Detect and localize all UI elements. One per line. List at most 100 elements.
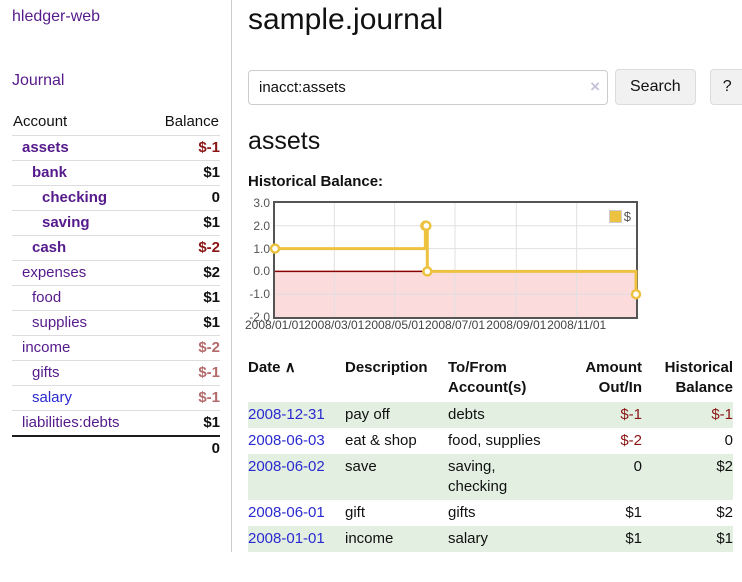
account-link-bank[interactable]: bank (32, 164, 68, 181)
account-balance: $-2 (198, 239, 220, 256)
chart-plot-area[interactable]: $ (269, 201, 642, 319)
clear-search-icon[interactable]: × (590, 76, 600, 96)
account-balance: 0 (211, 189, 220, 206)
account-row-cash: cash $-2 (12, 235, 220, 261)
chart-canvas (269, 203, 642, 317)
search-button[interactable]: Search (615, 69, 696, 105)
page-title: sample.journal (248, 3, 444, 36)
transaction-date-link[interactable]: 2008-12-31 (248, 406, 325, 423)
x-axis-tick-label: 2008/07/01 (424, 318, 486, 332)
y-axis-tick-label: -1.0 (249, 287, 270, 302)
transaction-balance: $1 (716, 530, 733, 547)
account-row-liabilities-debts: liabilities:debts $1 (12, 410, 220, 437)
y-axis-tick-label: 1.0 (253, 241, 270, 256)
register-header-balance: Historical Balance (664, 359, 733, 396)
accounts-header-balance: Balance (164, 113, 219, 130)
accounts-header-account: Account (13, 113, 68, 130)
account-balance: $1 (203, 289, 220, 306)
accounts-table: Account Balance assets $-1 bank $1 check… (12, 110, 220, 461)
register-header-date[interactable]: Date ∧ (248, 359, 296, 376)
x-axis-tick-label: 2008/03/01 (304, 318, 365, 332)
account-balance: $-2 (198, 339, 220, 356)
y-axis-tick-label: 0.0 (253, 264, 270, 279)
transaction-accounts: debts (448, 406, 485, 423)
transaction-amount: 0 (633, 458, 642, 475)
historical-balance-chart: $ 3.0 2.0 1.0 0.0 -1.0 -2.0 2008/01/01 2008/03/… (245, 194, 742, 336)
account-balance: $1 (203, 214, 220, 231)
transaction-description: save (345, 458, 377, 475)
account-row-gifts: gifts $-1 (12, 360, 220, 386)
search-form: × Search ? (248, 69, 742, 105)
transaction-date-link[interactable]: 2008-01-01 (248, 530, 325, 547)
chart-title: Historical Balance: (248, 173, 384, 190)
transaction-description: eat & shop (345, 432, 417, 449)
x-axis-tick-label: 2008/11/01 (547, 318, 607, 332)
transaction-description: pay off (345, 406, 390, 423)
account-link-expenses[interactable]: expenses (22, 264, 87, 281)
chart-legend: $ (607, 208, 632, 225)
x-axis-tick-label: 2008/01/01 (244, 318, 306, 332)
transaction-balance: 0 (724, 432, 733, 449)
account-link-saving[interactable]: saving (42, 214, 90, 231)
x-axis-tick-label: 2008/05/01 (364, 318, 425, 332)
sidebar-item-journal[interactable]: Journal (12, 72, 65, 89)
legend-swatch (608, 210, 622, 223)
transaction-accounts: saving, checking (448, 458, 508, 495)
register-row: 2008-06-02 save saving, checking 0 $2 (248, 454, 733, 500)
accounts-total-balance: 0 (211, 440, 220, 457)
transaction-amount: $-1 (620, 406, 642, 423)
account-row-bank: bank $1 (12, 160, 220, 186)
account-row-income: income $-2 (12, 335, 220, 361)
register-row: 2008-06-01 gift gifts $1 $2 (248, 500, 733, 526)
register-row: 2008-01-01 income salary $1 $1 (248, 526, 733, 552)
transaction-accounts: gifts (448, 504, 476, 521)
account-row-expenses: expenses $2 (12, 260, 220, 286)
transaction-description: gift (345, 504, 366, 521)
account-balance: $1 (203, 414, 220, 431)
transaction-date-link[interactable]: 2008-06-03 (248, 432, 325, 449)
account-row-food: food $1 (12, 285, 220, 311)
account-link-supplies[interactable]: supplies (32, 314, 88, 331)
transaction-date-link[interactable]: 2008-06-01 (248, 504, 325, 521)
account-heading: assets (248, 127, 321, 155)
transaction-amount: $1 (625, 504, 642, 521)
x-axis-tick-label: 2008/09/01 (486, 318, 547, 332)
register-row: 2008-12-31 pay off debts $-1 $-1 (248, 402, 733, 428)
account-balance: $1 (203, 164, 220, 181)
search-input[interactable] (248, 69, 608, 105)
account-link-income[interactable]: income (22, 339, 71, 356)
transaction-accounts: food, supplies (448, 432, 541, 449)
y-axis-tick-label: 2.0 (253, 218, 270, 233)
account-link-checking[interactable]: checking (42, 189, 108, 206)
account-link-salary[interactable]: salary (32, 389, 73, 406)
accounts-header-row: Account Balance (12, 110, 220, 136)
transaction-balance: $-1 (711, 406, 733, 423)
account-balance: $1 (203, 314, 220, 331)
register-row: 2008-06-03 eat & shop food, supplies $-2… (248, 428, 733, 454)
help-button[interactable]: ? (709, 69, 742, 105)
account-link-gifts[interactable]: gifts (32, 364, 60, 381)
transaction-description: income (345, 530, 394, 547)
account-link-cash[interactable]: cash (32, 239, 67, 256)
transaction-balance: $2 (716, 504, 733, 521)
account-row-checking: checking 0 (12, 185, 220, 211)
sort-asc-icon: ∧ (284, 359, 296, 376)
main-content: sample.journal × Search ? assets Histori… (232, 0, 742, 552)
page: hledger-web Journal Account Balance asse… (0, 0, 742, 552)
register-header-accounts: To/From Account(s) (448, 359, 527, 396)
account-balance: $2 (203, 264, 220, 281)
sidebar: hledger-web Journal Account Balance asse… (0, 0, 232, 552)
account-link-food[interactable]: food (32, 289, 62, 306)
transaction-date-link[interactable]: 2008-06-02 (248, 458, 325, 475)
legend-label: $ (623, 209, 631, 224)
app-title-link[interactable]: hledger-web (12, 8, 101, 25)
account-row-salary: salary $-1 (12, 385, 220, 411)
transaction-balance: $2 (716, 458, 733, 475)
transaction-amount: $-2 (620, 432, 642, 449)
transaction-accounts: salary (448, 530, 489, 547)
account-link-assets[interactable]: assets (22, 139, 69, 156)
account-link-liabilities-debts[interactable]: liabilities:debts (22, 414, 120, 431)
register-header-amount: Amount Out/In (585, 359, 642, 396)
register-table: Date ∧ Description To/From Account(s) Am… (248, 356, 733, 552)
y-axis-tick-label: -2.0 (249, 310, 270, 324)
